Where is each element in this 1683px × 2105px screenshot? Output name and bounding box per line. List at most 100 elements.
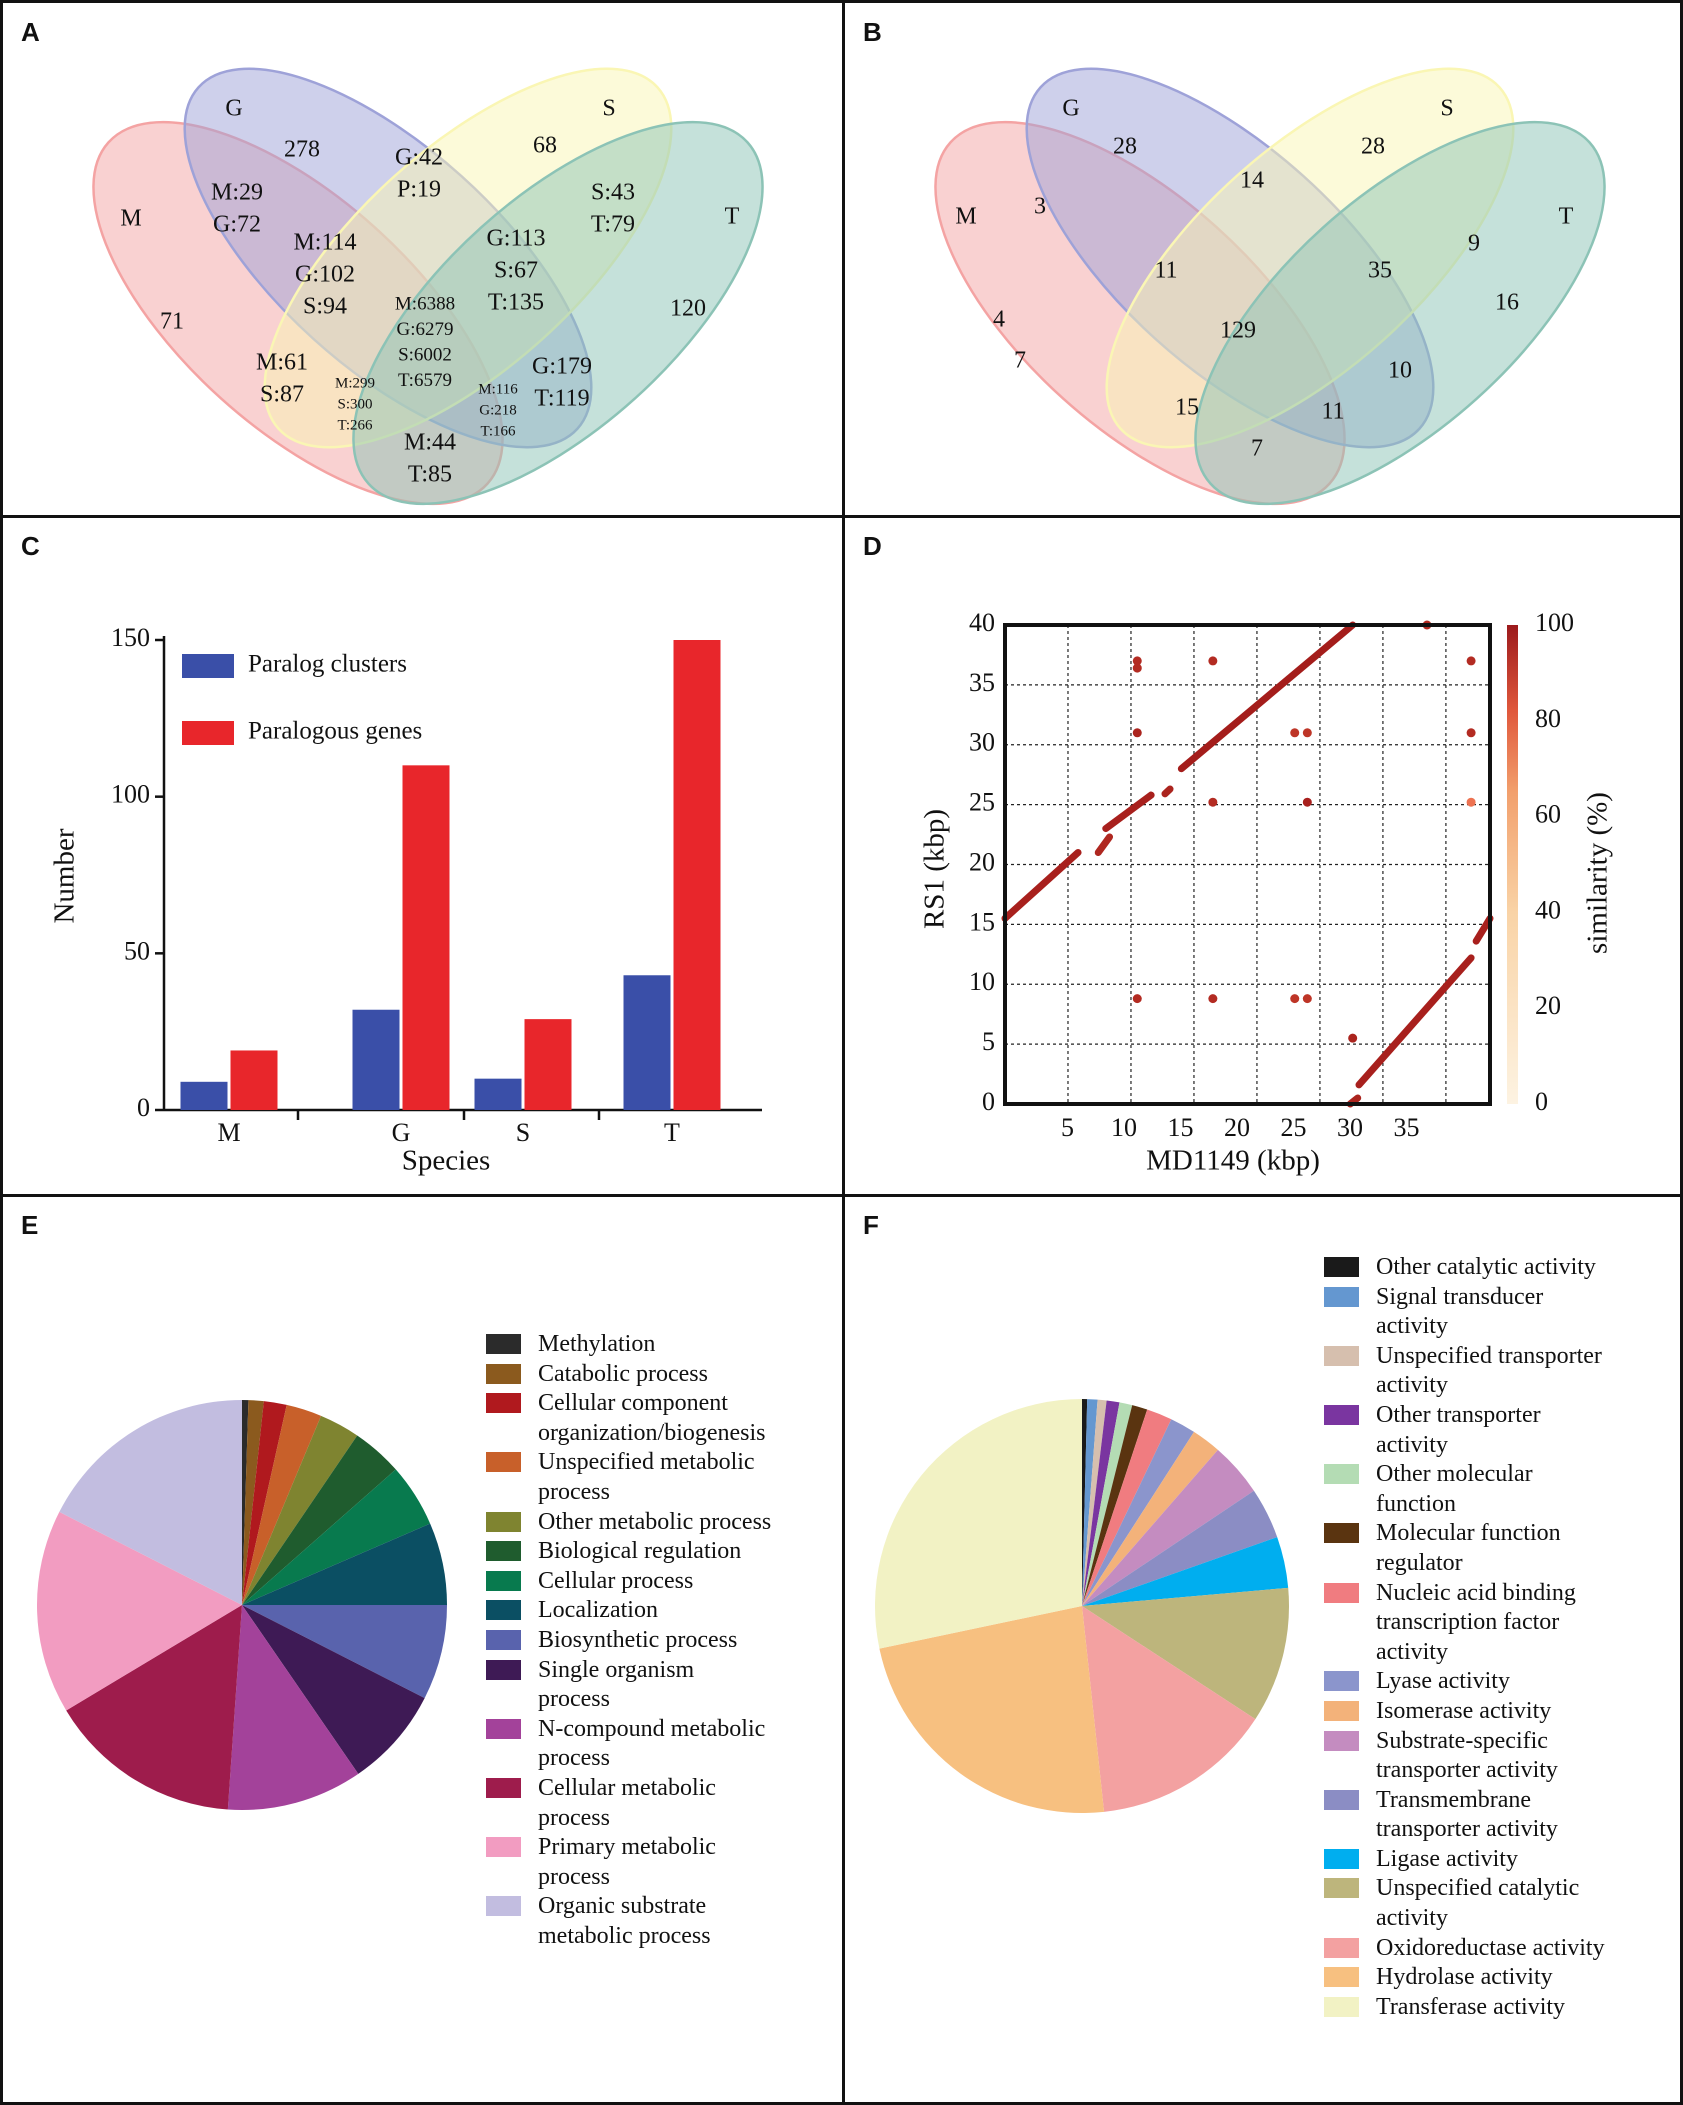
pie-slice bbox=[1082, 1400, 1120, 1606]
colorbar-tick-label: 60 bbox=[1535, 800, 1561, 829]
legend-item: N-compound metabolic process bbox=[486, 1715, 771, 1774]
legend-item: Substrate-specific transporter activity bbox=[1324, 1727, 1605, 1786]
venn-region-GT: G:179 bbox=[532, 354, 592, 380]
legend-swatch bbox=[1324, 1523, 1359, 1544]
legend-label: Paralog clusters bbox=[248, 651, 407, 678]
pie-slice bbox=[1082, 1405, 1148, 1606]
legend-item: Cellular process bbox=[486, 1567, 771, 1597]
y-tick-label: 25 bbox=[969, 788, 995, 817]
legend-label: Ligase activity bbox=[1376, 1845, 1518, 1872]
panel-b-venn-singletons: B M G S T 28 28 4 16 3 14 9 11 35 129 7 10 15 11 7 bbox=[845, 3, 1680, 517]
legend-swatch bbox=[1324, 1257, 1359, 1277]
pie-slice bbox=[1082, 1419, 1195, 1606]
x-tick-label: T bbox=[664, 1118, 680, 1147]
legend-label: Cellular process bbox=[538, 1567, 694, 1594]
panel-f-pie-molecular-function: F Other catalytic activity Signal transdu… bbox=[845, 1196, 1680, 2102]
legend-swatch bbox=[486, 1452, 521, 1473]
alignment-segment bbox=[1094, 833, 1114, 857]
pie-slice bbox=[66, 1605, 242, 1810]
colorbar-tick-label: 100 bbox=[1535, 608, 1574, 637]
divider-row-1 bbox=[3, 515, 1680, 518]
pie-slice bbox=[1082, 1399, 1107, 1606]
x-tick-label: M bbox=[217, 1118, 240, 1147]
pie-slice bbox=[1082, 1402, 1133, 1606]
legend-swatch bbox=[1324, 1789, 1359, 1810]
legend-swatch bbox=[486, 1718, 521, 1739]
x-tick-label: 20 bbox=[1224, 1113, 1250, 1142]
alignment-segment bbox=[1161, 785, 1174, 798]
legend-label: Biosynthetic process bbox=[538, 1626, 738, 1653]
pie-slice bbox=[1082, 1537, 1289, 1606]
legend-label: Single organism bbox=[538, 1656, 695, 1683]
legend-label: Methylation bbox=[538, 1331, 656, 1357]
pie-slice bbox=[242, 1605, 447, 1699]
legend-label: metabolic process bbox=[538, 1922, 711, 1949]
y-tick-label: 30 bbox=[969, 728, 995, 757]
venn-region-MS: 7 bbox=[1014, 348, 1026, 374]
venn-set-label: M bbox=[955, 204, 976, 230]
legend-swatch bbox=[1324, 1967, 1359, 1988]
venn-region-GS: 14 bbox=[1240, 168, 1264, 194]
legend-swatch bbox=[182, 654, 234, 678]
venn-region-MT: M:44 bbox=[404, 430, 456, 456]
y-tick-label: 0 bbox=[982, 1087, 995, 1116]
venn-region-MST: M:299 bbox=[335, 375, 375, 391]
y-tick-label: 20 bbox=[969, 847, 995, 876]
alignment-point bbox=[1208, 797, 1218, 807]
colorbar-tick-label: 0 bbox=[1535, 1087, 1548, 1116]
venn-region-MGST: S:6002 bbox=[398, 344, 452, 365]
legend-label: Other metabolic process bbox=[538, 1508, 772, 1535]
pie-slice bbox=[1082, 1399, 1098, 1606]
pie-slice bbox=[1082, 1449, 1254, 1606]
legend-swatch bbox=[486, 1600, 521, 1621]
pie-slice bbox=[242, 1605, 425, 1774]
legend-label: regulator bbox=[1376, 1549, 1463, 1576]
venn-region-MS: S:87 bbox=[260, 382, 304, 408]
legend-item: Primary metabolic process bbox=[486, 1833, 771, 1892]
legend-swatch bbox=[486, 1629, 521, 1650]
venn-region-MGT: T:166 bbox=[480, 423, 516, 439]
legend-label: Other transporter bbox=[1376, 1401, 1541, 1428]
legend-label: Catabolic process bbox=[538, 1360, 708, 1387]
venn-diagram: M G S T 278 68 71 120 M:29 G:72 G:42 P:19 S:43 T:79 M:… bbox=[92, 67, 764, 506]
venn-set-label: G bbox=[1062, 96, 1079, 122]
y-tick-label: 35 bbox=[969, 668, 995, 697]
legend-label: Cellular metabolic bbox=[538, 1774, 716, 1801]
alignment-point bbox=[1208, 994, 1218, 1004]
pie-chart bbox=[37, 1400, 447, 1810]
legend-label: activity bbox=[1376, 1638, 1448, 1665]
venn-region-ST: 9 bbox=[1468, 231, 1480, 257]
legend-item: Nucleic acid binding transcription factor… bbox=[1324, 1579, 1605, 1668]
venn-region-MGT: M:116 bbox=[478, 381, 518, 397]
legend-label: Oxidoreductase activity bbox=[1376, 1934, 1605, 1961]
pie-legend: Other catalytic activity Signal transduce… bbox=[1324, 1253, 1605, 2022]
legend-label: Other molecular bbox=[1376, 1461, 1533, 1488]
x-tick-label: 10 bbox=[1111, 1113, 1137, 1142]
legend-label: Substrate-specific bbox=[1376, 1727, 1548, 1754]
y-tick-label: 5 bbox=[982, 1027, 995, 1056]
legend-swatch bbox=[486, 1896, 521, 1917]
venn-set-T bbox=[1194, 120, 1606, 506]
legend-swatch bbox=[1324, 1730, 1359, 1751]
legend-label: Other catalytic activity bbox=[1376, 1254, 1596, 1280]
legend-swatch bbox=[1324, 1937, 1359, 1958]
venn-region-MGS: G:102 bbox=[295, 262, 355, 288]
venn-region-MGS: S:94 bbox=[303, 294, 347, 320]
legend-label: Organic substrate bbox=[538, 1893, 707, 1920]
y-tick-label: 15 bbox=[969, 907, 995, 936]
venn-set-label: S bbox=[1440, 96, 1453, 122]
y-tick-label: 100 bbox=[111, 780, 150, 809]
legend-item: Hydrolase activity bbox=[1324, 1963, 1605, 1993]
legend-swatch bbox=[486, 1511, 521, 1532]
legend-item: Unspecified catalytic activity bbox=[1324, 1874, 1605, 1933]
legend-label: process bbox=[538, 1745, 610, 1772]
venn-region-MT: 7 bbox=[1251, 436, 1263, 462]
legend-label: Transferase activity bbox=[1376, 1993, 1566, 2020]
venn-diagram: M G S T 28 28 4 16 3 14 9 11 35 129 7 10 15 11 7 bbox=[934, 67, 1606, 506]
venn-region-GS: G:42 bbox=[395, 145, 443, 171]
pie-slice bbox=[242, 1400, 264, 1605]
venn-region-M: 71 bbox=[160, 309, 184, 335]
venn-region-GT: T:119 bbox=[534, 386, 589, 412]
alignment-segment bbox=[1001, 849, 1082, 922]
